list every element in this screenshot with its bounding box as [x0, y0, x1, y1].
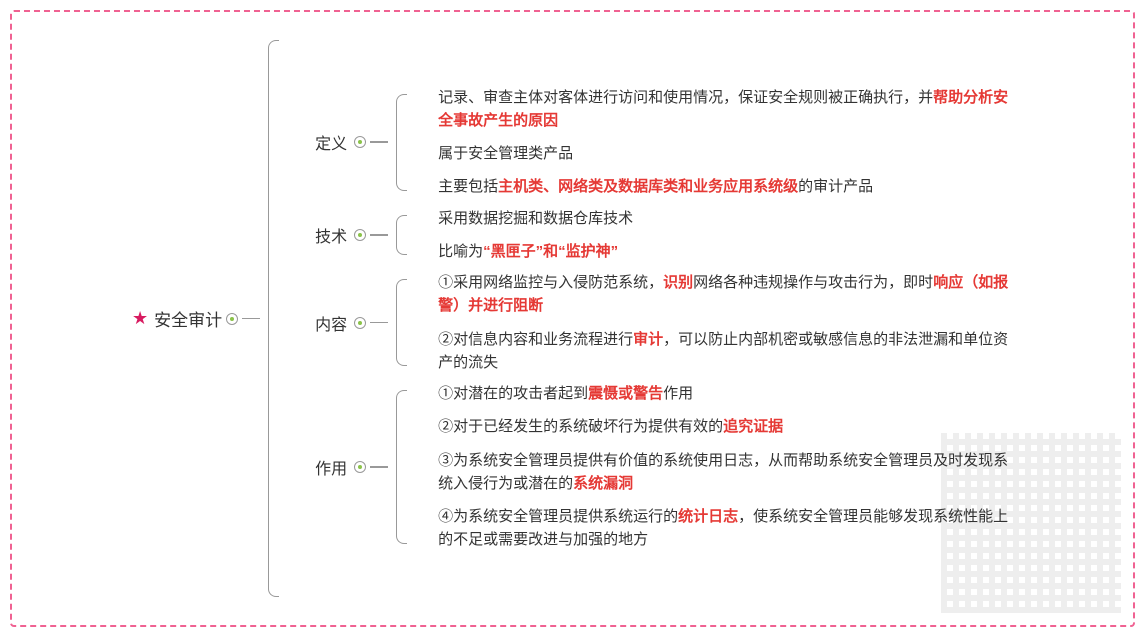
branch-node: 作用 ①对潜在的攻击者起到震慑或警告作用②对于已经发生的系统破坏行为提供有效的追… [312, 382, 1018, 552]
leaf-node: 比喻为“黑匣子”和“监护神” [438, 240, 633, 263]
leaf-list: ①对潜在的攻击者起到震慑或警告作用 ②对于已经发生的系统破坏行为提供有效的追究证据… [438, 382, 1018, 552]
leaf-highlight-text: 震慑或警告 [588, 385, 663, 402]
leaf-node: 主要包括主机类、网络类及数据库类和业务应用系统级的审计产品 [438, 175, 1018, 198]
branch-label: 内容 [312, 311, 350, 335]
leaf-text: 主要包括 [438, 178, 498, 195]
leaf-text: ②对信息内容和业务流程进行 [438, 331, 633, 348]
leaf-list: ①采用网络监控与入侵防范系统，识别网络各种违规操作与攻击行为，即时响应（如报警）… [438, 271, 1018, 374]
leaf-list: 采用数据挖掘和数据仓库技术比喻为“黑匣子”和“监护神” [438, 207, 633, 264]
expand-dot-icon [354, 229, 366, 241]
connector-line [242, 318, 260, 320]
leaf-text: ②对于已经发生的系统破坏行为提供有效的 [438, 418, 723, 435]
leaf-highlight-text: 审计 [633, 331, 663, 348]
leaf-text: ①对潜在的攻击者起到 [438, 385, 588, 402]
root-label: 安全审计 [154, 306, 222, 331]
leaf-highlight-text: “黑匣子”和“监护神” [483, 243, 618, 260]
dashed-frame: ★ 安全审计 定义 记录、审查主体对客体进行访问和使用情况，保证安全规则被正确执… [10, 10, 1135, 627]
expand-dot-icon [226, 313, 238, 325]
leaf-node: ①采用网络监控与入侵防范系统，识别网络各种违规操作与攻击行为，即时响应（如报警）… [438, 271, 1018, 318]
leaf-highlight-text: 主机类、网络类及数据库类和业务应用系统级 [498, 178, 798, 195]
leaf-text: 网络各种违规操作与攻击行为，即时 [693, 274, 933, 291]
leaf-text: 的审计产品 [798, 178, 873, 195]
leaf-node: ②对信息内容和业务流程进行审计，可以防止内部机密或敏感信息的非法泄漏和单位资产的… [438, 328, 1018, 375]
leaf-highlight-text: 追究证据 [723, 418, 783, 435]
branch-bracket [388, 382, 410, 552]
leaf-text: 比喻为 [438, 243, 483, 260]
branch-label: 技术 [312, 223, 350, 247]
branch-bracket [388, 207, 410, 264]
leaf-node: 采用数据挖掘和数据仓库技术 [438, 207, 633, 230]
leaf-node: ④为系统安全管理员提供系统运行的统计日志，使系统安全管理员能够发现系统性能上的不… [438, 505, 1018, 552]
leaf-text: 记录、审查主体对客体进行访问和使用情况，保证安全规则被正确执行，并 [438, 89, 933, 106]
leaf-highlight-text: 识别 [663, 274, 693, 291]
leaf-highlight-text: 系统漏洞 [573, 475, 633, 492]
root-node: ★ 安全审计 [132, 306, 242, 331]
branch-node: 内容 ①采用网络监控与入侵防范系统，识别网络各种违规操作与攻击行为，即时响应（如… [312, 271, 1018, 374]
mindmap-container: ★ 安全审计 定义 记录、审查主体对客体进行访问和使用情况，保证安全规则被正确执… [132, 32, 1103, 605]
leaf-text: 属于安全管理类产品 [438, 145, 573, 162]
leaf-text: ④为系统安全管理员提供系统运行的 [438, 508, 678, 525]
leaf-text: ③为系统安全管理员提供有价值的系统使用日志，从而帮助系统安全管理员及时发现系统入… [438, 452, 1008, 492]
leaf-list: 记录、审查主体对客体进行访问和使用情况，保证安全规则被正确执行，并帮助分析安全事… [438, 86, 1018, 199]
leaf-node: 属于安全管理类产品 [438, 142, 1018, 165]
root-bracket [260, 32, 282, 605]
branch-label: 定义 [312, 130, 350, 154]
expand-dot-icon [354, 136, 366, 148]
expand-dot-icon [354, 461, 366, 473]
leaf-node: ②对于已经发生的系统破坏行为提供有效的追究证据 [438, 415, 1018, 438]
leaf-text: 采用数据挖掘和数据仓库技术 [438, 210, 633, 227]
leaf-node: ①对潜在的攻击者起到震慑或警告作用 [438, 382, 1018, 405]
connector-line [370, 322, 388, 324]
connector-line [370, 141, 388, 143]
leaf-text: 作用 [663, 385, 693, 402]
star-icon: ★ [132, 308, 148, 329]
branch-bracket [388, 86, 410, 199]
leaf-node: 记录、审查主体对客体进行访问和使用情况，保证安全规则被正确执行，并帮助分析安全事… [438, 86, 1018, 133]
connector-line [370, 234, 388, 236]
branch-list: 定义 记录、审查主体对客体进行访问和使用情况，保证安全规则被正确执行，并帮助分析… [312, 86, 1018, 552]
branch-node: 技术 采用数据挖掘和数据仓库技术比喻为“黑匣子”和“监护神” [312, 207, 1018, 264]
leaf-text: ①采用网络监控与入侵防范系统， [438, 274, 663, 291]
branch-bracket [388, 271, 410, 374]
branch-label: 作用 [312, 455, 350, 479]
branch-node: 定义 记录、审查主体对客体进行访问和使用情况，保证安全规则被正确执行，并帮助分析… [312, 86, 1018, 199]
leaf-highlight-text: 统计日志 [678, 508, 738, 525]
leaf-node: ③为系统安全管理员提供有价值的系统使用日志，从而帮助系统安全管理员及时发现系统入… [438, 449, 1018, 496]
connector-line [370, 466, 388, 468]
expand-dot-icon [354, 317, 366, 329]
